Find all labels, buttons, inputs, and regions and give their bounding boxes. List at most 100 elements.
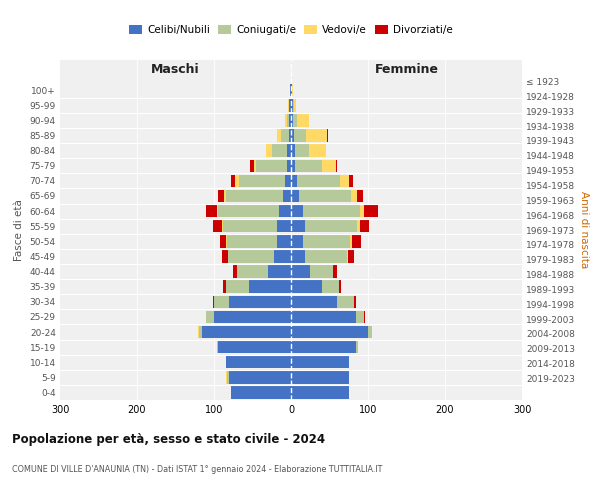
Bar	[339, 280, 341, 293]
Bar	[287, 114, 289, 126]
Text: Femmine: Femmine	[374, 62, 439, 76]
Bar	[293, 99, 294, 112]
Bar	[356, 341, 358, 353]
Bar	[239, 174, 285, 187]
Bar	[357, 220, 359, 232]
Bar	[354, 296, 356, 308]
Bar	[226, 356, 291, 368]
Bar	[289, 99, 291, 112]
Bar	[214, 310, 291, 323]
Bar	[290, 84, 291, 96]
Bar	[349, 174, 353, 187]
Bar	[291, 190, 299, 202]
Bar	[231, 386, 291, 398]
Bar	[217, 205, 218, 218]
Bar	[287, 144, 291, 157]
Bar	[364, 205, 378, 218]
Bar	[291, 205, 302, 218]
Bar	[348, 250, 354, 262]
Bar	[223, 220, 277, 232]
Bar	[218, 341, 291, 353]
Bar	[237, 266, 268, 278]
Bar	[291, 250, 305, 262]
Bar	[322, 160, 335, 172]
Bar	[291, 174, 297, 187]
Bar	[334, 266, 337, 278]
Bar	[256, 160, 287, 172]
Bar	[217, 341, 218, 353]
Bar	[220, 235, 226, 248]
Y-axis label: Fasce di età: Fasce di età	[14, 199, 24, 261]
Bar	[227, 235, 277, 248]
Bar	[226, 371, 227, 384]
Bar	[340, 174, 349, 187]
Bar	[226, 280, 248, 293]
Bar	[364, 310, 365, 323]
Bar	[291, 220, 305, 232]
Bar	[327, 130, 328, 142]
Bar	[229, 371, 291, 384]
Bar	[268, 266, 291, 278]
Text: COMUNE DI VILLE D'ANAUNIA (TN) - Dati ISTAT 1° gennaio 2024 - Elaborazione TUTTI: COMUNE DI VILLE D'ANAUNIA (TN) - Dati IS…	[12, 466, 382, 474]
Bar	[213, 296, 214, 308]
Bar	[292, 84, 293, 96]
Bar	[291, 144, 295, 157]
Bar	[291, 130, 294, 142]
Bar	[202, 326, 291, 338]
Bar	[291, 235, 302, 248]
Bar	[280, 205, 291, 218]
Bar	[289, 130, 291, 142]
Bar	[218, 190, 224, 202]
Bar	[291, 84, 292, 96]
Bar	[350, 235, 352, 248]
Bar	[293, 114, 297, 126]
Bar	[288, 99, 289, 112]
Bar	[198, 326, 199, 338]
Bar	[352, 235, 361, 248]
Legend: Celibi/Nubili, Coniugati/e, Vedovi/e, Divorziati/e: Celibi/Nubili, Coniugati/e, Vedovi/e, Di…	[125, 21, 457, 40]
Bar	[248, 280, 291, 293]
Bar	[214, 296, 229, 308]
Text: Popolazione per età, sesso e stato civile - 2024: Popolazione per età, sesso e stato civil…	[12, 432, 325, 446]
Bar	[305, 220, 357, 232]
Bar	[356, 310, 364, 323]
Bar	[302, 205, 360, 218]
Bar	[289, 114, 291, 126]
Bar	[272, 144, 287, 157]
Bar	[357, 190, 364, 202]
Bar	[305, 130, 327, 142]
Text: Maschi: Maschi	[151, 62, 200, 76]
Bar	[310, 266, 334, 278]
Bar	[322, 280, 339, 293]
Bar	[226, 190, 283, 202]
Bar	[359, 220, 369, 232]
Bar	[285, 114, 287, 126]
Bar	[231, 174, 235, 187]
Bar	[229, 296, 291, 308]
Bar	[347, 250, 348, 262]
Bar	[226, 235, 227, 248]
Bar	[218, 205, 280, 218]
Bar	[368, 326, 372, 338]
Bar	[274, 250, 291, 262]
Bar	[297, 114, 309, 126]
Bar	[291, 310, 356, 323]
Bar	[266, 144, 272, 157]
Bar	[291, 160, 295, 172]
Bar	[285, 174, 291, 187]
Bar	[228, 250, 274, 262]
Bar	[297, 174, 340, 187]
Bar	[223, 250, 228, 262]
Bar	[277, 235, 291, 248]
Bar	[351, 190, 357, 202]
Bar	[291, 114, 293, 126]
Bar	[227, 371, 229, 384]
Bar	[291, 266, 310, 278]
Bar	[291, 341, 356, 353]
Bar	[299, 190, 351, 202]
Bar	[305, 250, 347, 262]
Bar	[291, 356, 349, 368]
Bar	[233, 266, 237, 278]
Bar	[223, 280, 226, 293]
Bar	[277, 130, 281, 142]
